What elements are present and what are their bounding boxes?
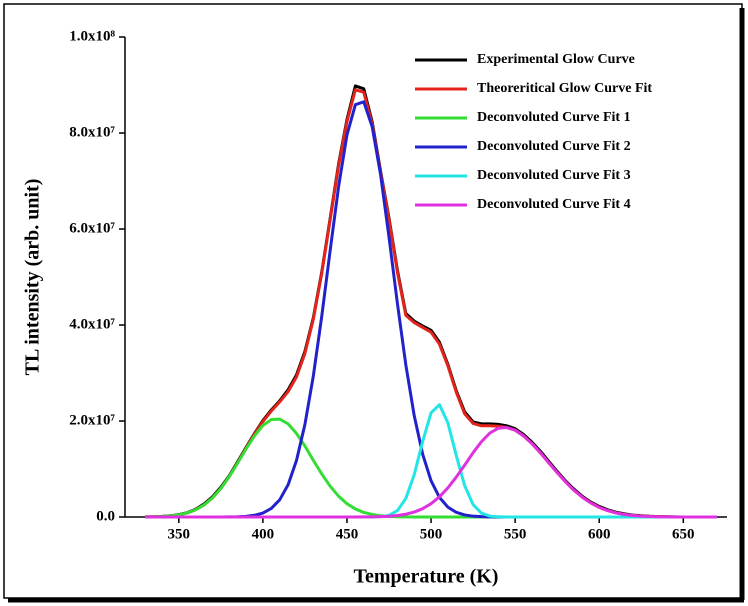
x-axis-title: Temperature (K) [354, 566, 499, 588]
y-tick-label: 8.0x10⁷ [69, 124, 115, 140]
legend-label: Experimental Glow Curve [477, 52, 635, 67]
y-tick-label: 2.0x10⁷ [69, 412, 115, 428]
x-tick-label: 600 [588, 526, 611, 542]
y-tick-label: 4.0x10⁷ [69, 316, 115, 332]
x-tick-label: 550 [504, 526, 527, 542]
series-line [145, 425, 717, 519]
x-tick-label: 500 [420, 526, 443, 542]
legend-label: Deconvoluted Curve Fit 3 [477, 168, 631, 183]
legend-label: Deconvoluted Curve Fit 4 [477, 197, 631, 212]
y-tick-label: 0.0 [96, 508, 115, 524]
y-tick-label: 6.0x10⁷ [69, 220, 115, 236]
x-tick-label: 400 [252, 526, 275, 542]
legend-label: Theoreritical Glow Curve Fit [477, 81, 652, 96]
legend-label: Deconvoluted Curve Fit 1 [477, 110, 631, 125]
x-tick-label: 450 [336, 526, 359, 542]
legend-label: Deconvoluted Curve Fit 2 [477, 139, 631, 154]
x-tick-label: 650 [672, 526, 695, 542]
y-tick-label: 1.0x10⁸ [69, 28, 115, 44]
y-axis-title: TL intensity (arb. unit) [22, 179, 44, 376]
x-tick-label: 350 [168, 526, 191, 542]
outer-frame [3, 3, 743, 599]
